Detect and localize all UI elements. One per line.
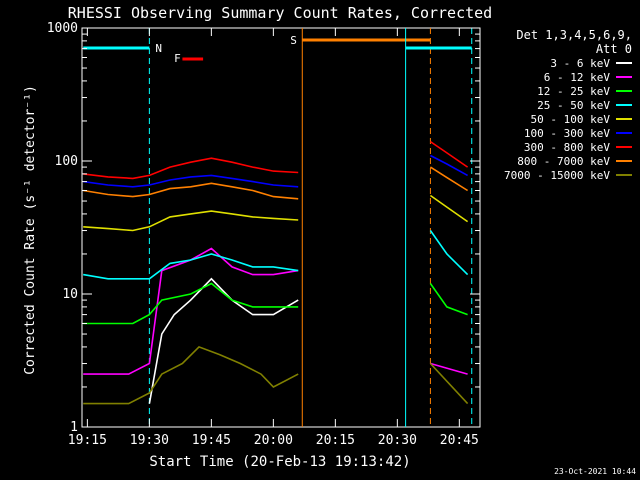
legend-detectors: Det 1,3,4,5,6,9, [516,28,632,42]
saa-label: S [290,34,297,47]
series-line [430,362,468,375]
legend-label: 3 - 6 keV [550,56,610,70]
legend-label: 7000 - 15000 keV [504,168,610,182]
series-line [83,157,299,180]
y-axis-label: Corrected Count Rate (s⁻¹ detector⁻¹) [23,85,38,375]
legend-swatch [616,160,632,162]
legend-item: 25 - 50 keV [472,98,632,112]
legend-swatch [616,62,632,64]
legend-label: 25 - 50 keV [537,98,610,112]
series-line [148,277,299,404]
x-axis-label: Start Time (20-Feb-13 19:13:42) [149,454,410,470]
legend-item: 800 - 7000 keV [472,154,632,168]
legend-swatch [616,118,632,120]
legend-item: 6 - 12 keV [472,70,632,84]
series-line [430,154,468,177]
series-line [429,362,469,405]
x-tick-label: 20:30 [378,433,417,448]
x-tick-label: 19:45 [192,433,231,448]
legend-swatch [616,104,632,106]
legend-swatch [616,174,632,176]
series-line [83,182,299,200]
series-line [429,230,469,276]
series-line [83,282,299,325]
legend-swatch [616,132,632,134]
x-tick-label: 20:45 [440,433,479,448]
legend-label: 50 - 100 keV [530,112,610,126]
legend-label: 12 - 25 keV [537,84,610,98]
series-line [83,247,299,375]
series-line [429,194,469,223]
flare-label: F [174,52,181,65]
legend-label: 6 - 12 keV [543,70,610,84]
legend: Det 1,3,4,5,6,9, Att 0 3 - 6 keV 6 - 12 k… [472,28,632,182]
series-line [83,210,299,232]
y-tick-label: 1000 [47,21,78,36]
series-line [429,140,469,168]
legend-item: 7000 - 15000 keV [472,168,632,182]
legend-item: 100 - 300 keV [472,126,632,140]
legend-swatch [616,146,632,148]
footer-date: 23-Oct-2021 10:44 [554,467,636,476]
series-line [83,174,299,188]
series-line [429,166,469,192]
plot-frame [81,27,481,428]
legend-swatch [616,90,632,92]
chart-title: RHESSI Observing Summary Count Rates, Co… [68,4,492,22]
series-line [83,345,299,405]
series-line [83,253,299,280]
legend-item: 300 - 800 keV [472,140,632,154]
night-label: N [155,42,162,55]
legend-item: 12 - 25 keV [472,84,632,98]
legend-item: 50 - 100 keV [472,112,632,126]
legend-item: 3 - 6 keV [472,56,632,70]
x-tick-label: 20:15 [316,433,355,448]
x-tick-label: 19:15 [68,433,107,448]
y-tick-label: 10 [62,287,78,302]
legend-attenuator: Att 0 [595,42,632,56]
legend-label: 100 - 300 keV [523,126,610,140]
x-tick-label: 19:30 [130,433,169,448]
legend-label: 300 - 800 keV [523,140,610,154]
legend-label: 800 - 7000 keV [517,154,610,168]
series-line [429,283,468,316]
y-tick-label: 1 [70,420,78,435]
legend-swatch [616,76,632,78]
x-tick-label: 20:00 [254,433,293,448]
y-tick-label: 100 [55,154,78,169]
